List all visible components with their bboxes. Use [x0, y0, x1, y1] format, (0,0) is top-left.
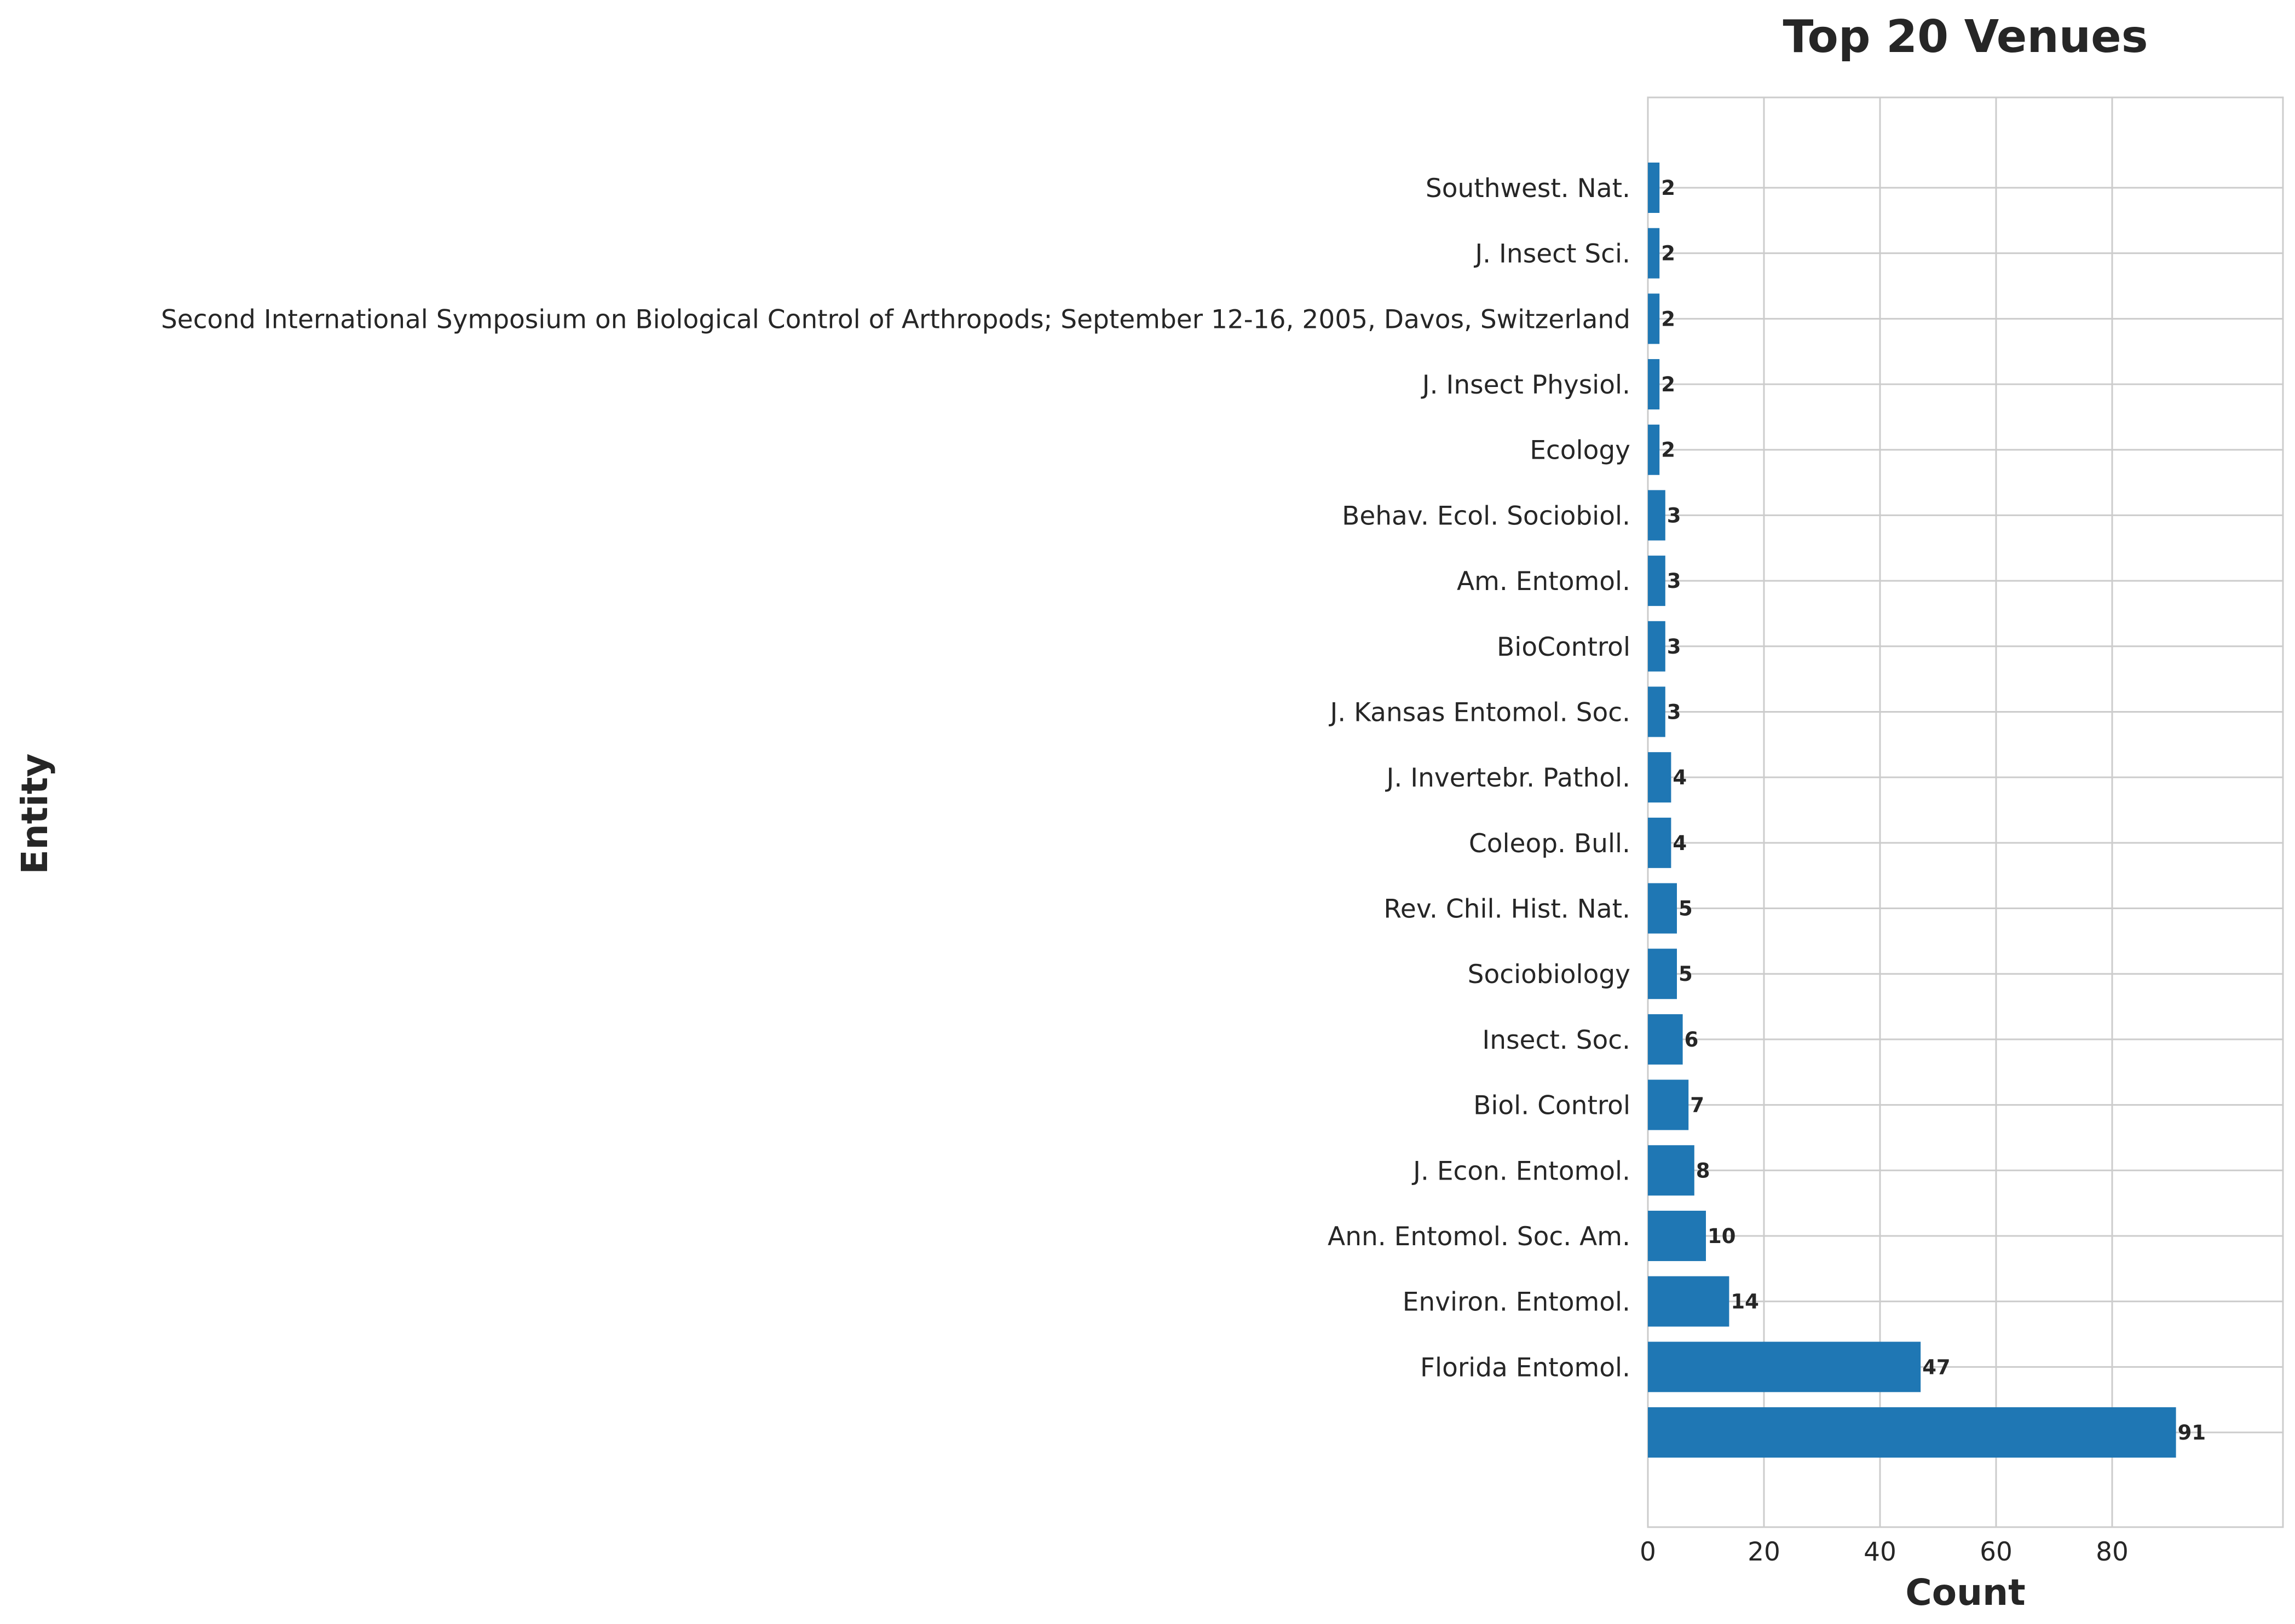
data-labels: 2 2 2 2 2 3 3 3 3 4 4 5 5 6 7 8 10 14 47 91 [1661, 176, 2206, 1444]
bar [1648, 949, 1677, 999]
x-tick-label: 20 [1748, 1537, 1780, 1567]
bar [1648, 556, 1665, 606]
bar [1648, 817, 1671, 868]
category-label: Coleop. Bull. [1469, 829, 1630, 859]
bar [1648, 1210, 1706, 1261]
category-label: Ann. Entomol. Soc. Am. [1328, 1222, 1630, 1252]
bar-value-label: 7 [1690, 1094, 1704, 1117]
grid-lines [1648, 97, 2283, 1527]
bar [1648, 686, 1665, 737]
x-tick-label: 80 [2096, 1537, 2129, 1567]
x-tick-label: 40 [1864, 1537, 1896, 1567]
category-label: Sociobiology [1468, 960, 1630, 990]
bar-value-label: 3 [1667, 700, 1681, 724]
x-tick-labels: 0 20 40 60 80 [1640, 1537, 2129, 1567]
bar [1648, 490, 1665, 541]
category-label: Environ. Entomol. [1403, 1287, 1630, 1317]
category-label: Am. Entomol. [1457, 567, 1630, 597]
bar [1648, 1014, 1683, 1065]
bar [1648, 1145, 1694, 1196]
bar-value-label: 5 [1679, 897, 1693, 921]
category-label: Insect. Soc. [1482, 1025, 1630, 1055]
bar [1648, 359, 1660, 410]
bar-value-label: 2 [1661, 176, 1675, 200]
x-tick-label: 60 [1980, 1537, 2013, 1567]
chart-title: Top 20 Venues [1783, 11, 2148, 63]
bar [1648, 293, 1660, 344]
x-axis-label: Count [1905, 1571, 2025, 1614]
category-label: Florida Entomol. [1420, 1353, 1630, 1383]
category-label: Ecology [1530, 436, 1630, 466]
plot-area [1647, 96, 2284, 1528]
category-label: Southwest. Nat. [1426, 174, 1630, 204]
category-label: J. Insect Sci. [1473, 239, 1630, 269]
category-label: J. Kansas Entomol. Soc. [1328, 697, 1630, 727]
bar-value-label: 2 [1661, 307, 1675, 331]
bar-value-label: 4 [1673, 831, 1687, 855]
category-label: Biol. Control [1473, 1091, 1630, 1121]
category-label: J. Invertebr. Pathol. [1385, 763, 1630, 793]
bar-value-label: 5 [1679, 962, 1693, 986]
bar [1648, 1407, 2176, 1458]
bar [1648, 883, 1677, 934]
category-label: J. Insect Physiol. [1421, 370, 1630, 400]
bar [1648, 163, 1660, 213]
bar-value-label: 91 [2178, 1421, 2206, 1444]
category-labels: Southwest. Nat. J. Insect Sci. Second Inte… [161, 174, 1630, 1383]
bar-value-label: 4 [1673, 766, 1687, 789]
bar-value-label: 6 [1685, 1028, 1699, 1051]
bar-value-label: 47 [1922, 1355, 1951, 1379]
bar-value-label: 2 [1661, 438, 1675, 462]
category-label: Rev. Chil. Hist. Nat. [1383, 894, 1630, 924]
bar [1648, 752, 1671, 803]
bar [1648, 228, 1660, 279]
bar-value-label: 8 [1696, 1159, 1710, 1182]
category-label: BioControl [1497, 632, 1630, 662]
bar [1648, 1342, 1921, 1392]
bar-value-label: 2 [1661, 373, 1675, 396]
bar-value-label: 3 [1667, 569, 1681, 593]
bar-value-label: 3 [1667, 504, 1681, 527]
bar [1648, 1079, 1689, 1130]
y-axis-label: Entity [14, 754, 56, 875]
bar-value-label: 10 [1708, 1224, 1736, 1248]
category-label: Behav. Ecol. Sociobiol. [1342, 501, 1630, 531]
bar-value-label: 14 [1731, 1290, 1759, 1314]
x-tick-label: 0 [1640, 1537, 1656, 1567]
category-label: J. Econ. Entomol. [1411, 1156, 1630, 1186]
bar-value-label: 3 [1667, 635, 1681, 658]
category-label: Second International Symposium on Biolog… [161, 304, 1630, 334]
bars [1648, 163, 2176, 1458]
bar-value-label: 2 [1661, 242, 1675, 265]
bar [1648, 621, 1665, 672]
bar [1648, 1276, 1729, 1327]
bar [1648, 424, 1660, 475]
